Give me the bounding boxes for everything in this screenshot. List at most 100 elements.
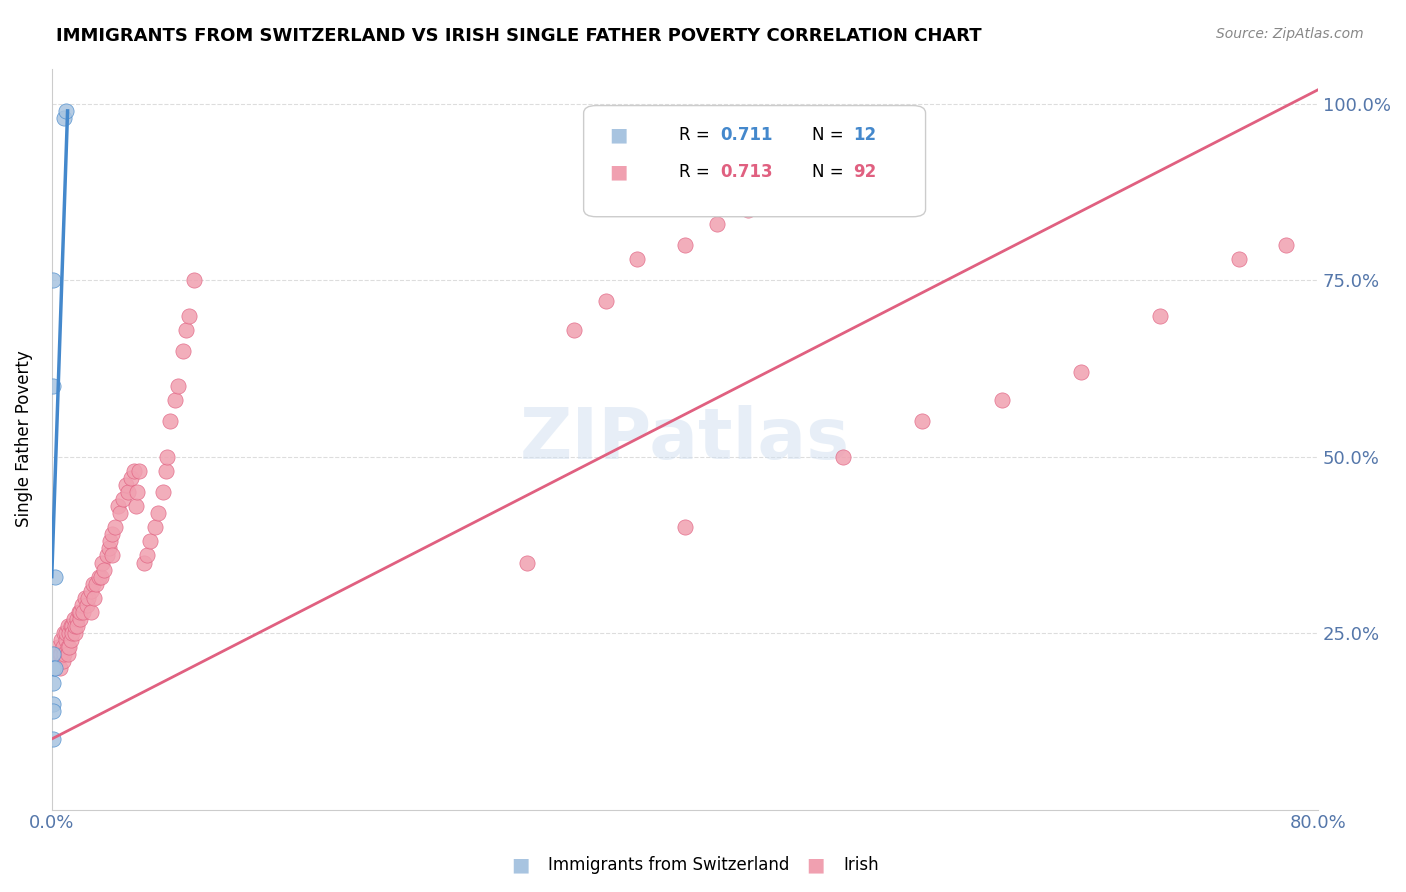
Point: [146, 506, 169, 520]
Point: [51, 647, 73, 661]
Point: [42, 379, 65, 393]
Point: [66, 612, 89, 626]
Text: N =: N =: [811, 126, 848, 145]
Point: [44, 647, 66, 661]
Point: [124, 499, 146, 513]
Point: [59, 633, 82, 648]
Point: [42, 704, 65, 718]
Point: [117, 485, 139, 500]
Point: [84, 576, 107, 591]
Point: [122, 464, 145, 478]
Point: [53, 111, 76, 125]
Point: [516, 556, 538, 570]
Point: [56, 640, 79, 655]
Point: [156, 450, 179, 464]
Point: [42, 647, 65, 661]
Point: [120, 471, 142, 485]
Text: R =: R =: [679, 163, 714, 181]
Point: [108, 506, 131, 520]
Point: [59, 619, 82, 633]
Point: [152, 485, 174, 500]
Point: [96, 549, 118, 563]
Point: [55, 626, 77, 640]
Point: [70, 598, 93, 612]
Point: [80, 583, 103, 598]
Point: [44, 661, 66, 675]
Point: [83, 591, 105, 605]
Point: [1149, 309, 1171, 323]
Text: ZIPatlas: ZIPatlas: [520, 405, 851, 474]
Point: [139, 534, 162, 549]
FancyBboxPatch shape: [583, 105, 925, 217]
Point: [42, 675, 65, 690]
Point: [159, 414, 181, 428]
Point: [53, 626, 76, 640]
Point: [107, 499, 129, 513]
Point: [58, 640, 80, 655]
Point: [60, 619, 83, 633]
Point: [155, 464, 177, 478]
Point: [51, 633, 73, 648]
Point: [832, 450, 855, 464]
Point: [128, 464, 150, 478]
Text: ■: ■: [609, 126, 627, 145]
Point: [91, 556, 114, 570]
Point: [42, 661, 65, 675]
Text: 0.713: 0.713: [720, 163, 773, 181]
Point: [56, 619, 79, 633]
Point: [55, 103, 77, 118]
Point: [800, 132, 823, 146]
Text: ■: ■: [806, 855, 825, 875]
Point: [911, 414, 934, 428]
Point: [179, 309, 201, 323]
Point: [55, 633, 77, 648]
Point: [135, 549, 157, 563]
Point: [69, 612, 91, 626]
Point: [48, 647, 70, 661]
Point: [69, 605, 91, 619]
Point: [60, 626, 83, 640]
Point: [52, 654, 75, 668]
Point: [132, 556, 155, 570]
Point: [76, 598, 98, 612]
Point: [66, 619, 89, 633]
Text: N =: N =: [811, 163, 848, 181]
Text: 92: 92: [853, 163, 876, 181]
Point: [52, 640, 75, 655]
Point: [93, 563, 115, 577]
Point: [143, 520, 166, 534]
Point: [89, 569, 111, 583]
Point: [73, 591, 96, 605]
Point: [101, 549, 124, 563]
Point: [172, 343, 194, 358]
Point: [82, 576, 104, 591]
Point: [115, 478, 138, 492]
Point: [67, 605, 90, 619]
Point: [53, 647, 76, 661]
Point: [42, 661, 65, 675]
Point: [56, 647, 79, 661]
Text: ■: ■: [609, 162, 627, 182]
Text: Immigrants from Switzerland: Immigrants from Switzerland: [548, 856, 790, 874]
Point: [45, 654, 67, 668]
Point: [97, 541, 120, 556]
Point: [80, 605, 103, 619]
Point: [1070, 365, 1092, 379]
Point: [98, 534, 121, 549]
Point: [706, 217, 728, 231]
Text: Irish: Irish: [844, 856, 879, 874]
Point: [127, 485, 149, 500]
Point: [167, 379, 190, 393]
Point: [48, 661, 70, 675]
Point: [42, 273, 65, 287]
Point: [101, 527, 124, 541]
Point: [104, 520, 127, 534]
Point: [77, 591, 100, 605]
Point: [990, 393, 1012, 408]
Text: 0.711: 0.711: [720, 126, 773, 145]
Text: Source: ZipAtlas.com: Source: ZipAtlas.com: [1216, 27, 1364, 41]
Point: [58, 626, 80, 640]
Point: [737, 202, 759, 217]
Point: [111, 491, 134, 506]
Point: [165, 393, 187, 408]
